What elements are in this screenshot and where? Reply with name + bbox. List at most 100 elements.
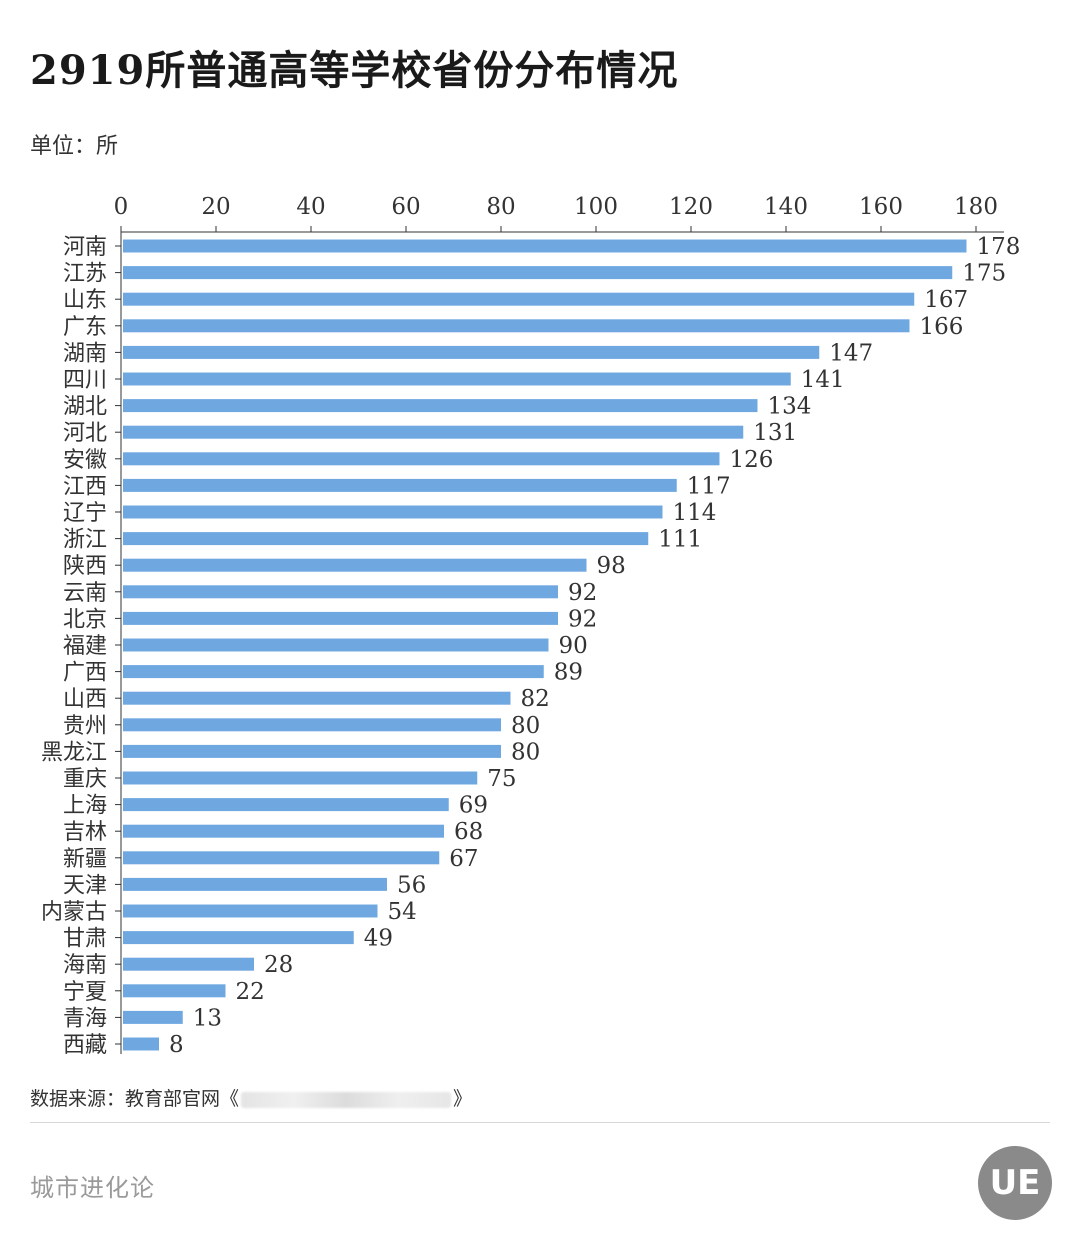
category-label: 重庆 (63, 767, 107, 792)
redacted-text (241, 1091, 452, 1108)
bar (123, 718, 501, 732)
data-label: 111 (658, 527, 702, 553)
data-label: 49 (364, 926, 393, 952)
bar (123, 532, 649, 546)
source-suffix: 》 (453, 1088, 473, 1110)
category-label: 黑龙江 (41, 740, 107, 765)
x-tick-label: 140 (764, 194, 808, 220)
category-label: 吉林 (63, 820, 107, 845)
x-tick-label: 60 (391, 194, 420, 220)
category-label: 浙江 (63, 528, 107, 553)
bar (123, 957, 254, 971)
data-label: 147 (829, 340, 873, 366)
category-label: 江苏 (63, 262, 107, 287)
data-label: 89 (554, 660, 583, 686)
data-label: 54 (388, 899, 417, 925)
data-label: 134 (768, 394, 812, 420)
data-label: 114 (673, 500, 717, 526)
category-label: 海南 (63, 953, 107, 978)
x-tick-label: 20 (201, 194, 230, 220)
data-label: 131 (753, 420, 797, 446)
category-label: 西藏 (63, 1033, 107, 1058)
bar (123, 931, 354, 945)
bar (123, 744, 501, 758)
bar (123, 345, 820, 359)
data-label: 80 (511, 713, 540, 739)
category-label: 广东 (63, 315, 107, 340)
data-label: 117 (687, 473, 731, 499)
x-tick-label: 80 (486, 194, 515, 220)
bar (123, 877, 387, 891)
x-tick-label: 120 (669, 194, 713, 220)
category-label: 上海 (63, 794, 107, 819)
category-label: 福建 (63, 634, 107, 659)
chart-title: 2919所普通高等学校省份分布情况 (30, 47, 679, 94)
data-label: 80 (511, 739, 540, 765)
x-tick-label: 180 (954, 194, 998, 220)
bar (123, 771, 478, 785)
bar (123, 319, 910, 333)
category-label: 内蒙古 (41, 900, 107, 925)
data-label: 90 (559, 633, 588, 659)
data-label: 68 (454, 819, 483, 845)
category-label: 四川 (63, 368, 107, 393)
data-label: 126 (730, 447, 774, 473)
data-source: 数据来源：教育部官网《 》 (30, 1084, 472, 1111)
bar (123, 425, 744, 439)
bar (123, 1010, 183, 1024)
bar (123, 824, 444, 838)
category-label: 辽宁 (63, 501, 107, 526)
category-label: 河北 (63, 421, 107, 446)
category-label: 广西 (63, 661, 107, 686)
bar (123, 399, 758, 413)
data-label: 166 (920, 314, 964, 340)
x-tick-label: 0 (114, 194, 129, 220)
bar (123, 851, 440, 865)
bar (123, 478, 677, 492)
data-label: 13 (193, 1005, 222, 1031)
bar (123, 266, 953, 280)
bar (123, 1037, 159, 1051)
x-tick-label: 40 (296, 194, 325, 220)
bar (123, 505, 663, 519)
data-label: 175 (962, 261, 1006, 287)
category-label: 贵州 (63, 714, 107, 739)
data-label: 82 (521, 686, 550, 712)
category-label: 安徽 (63, 448, 107, 473)
data-label: 8 (169, 1032, 184, 1058)
bar (123, 239, 967, 253)
category-label: 新疆 (63, 847, 107, 872)
bar (123, 691, 511, 705)
category-label: 湖北 (63, 395, 107, 420)
bar (123, 558, 587, 572)
unit-label: 单位：所 (30, 134, 119, 159)
brand-logo: UE (978, 1146, 1052, 1220)
bar (123, 372, 791, 386)
footer-divider (30, 1122, 1050, 1123)
category-label: 江西 (63, 474, 107, 499)
bar (123, 798, 449, 812)
data-label: 75 (487, 766, 516, 792)
category-label: 陕西 (63, 554, 107, 579)
category-label: 甘肃 (63, 927, 107, 952)
category-label: 山东 (63, 288, 107, 313)
bar (123, 984, 226, 998)
category-label: 云南 (63, 581, 107, 606)
data-label: 56 (397, 872, 426, 898)
category-label: 青海 (63, 1006, 107, 1031)
bar (123, 585, 558, 599)
data-label: 92 (568, 606, 597, 632)
x-tick-label: 100 (574, 194, 618, 220)
bar (123, 611, 558, 625)
data-label: 178 (977, 234, 1021, 260)
category-label: 北京 (63, 607, 107, 632)
data-label: 22 (236, 979, 265, 1005)
bar (123, 665, 544, 679)
data-label: 98 (597, 553, 626, 579)
data-label: 167 (924, 287, 968, 313)
bar (123, 638, 549, 652)
bar (123, 452, 720, 466)
data-label: 28 (264, 952, 293, 978)
bar (123, 292, 915, 306)
bar-chart: 0 20 40 60 80 100 120 140 160 180 河南 178 江苏 175 山东 167 广… (41, 194, 1021, 1058)
